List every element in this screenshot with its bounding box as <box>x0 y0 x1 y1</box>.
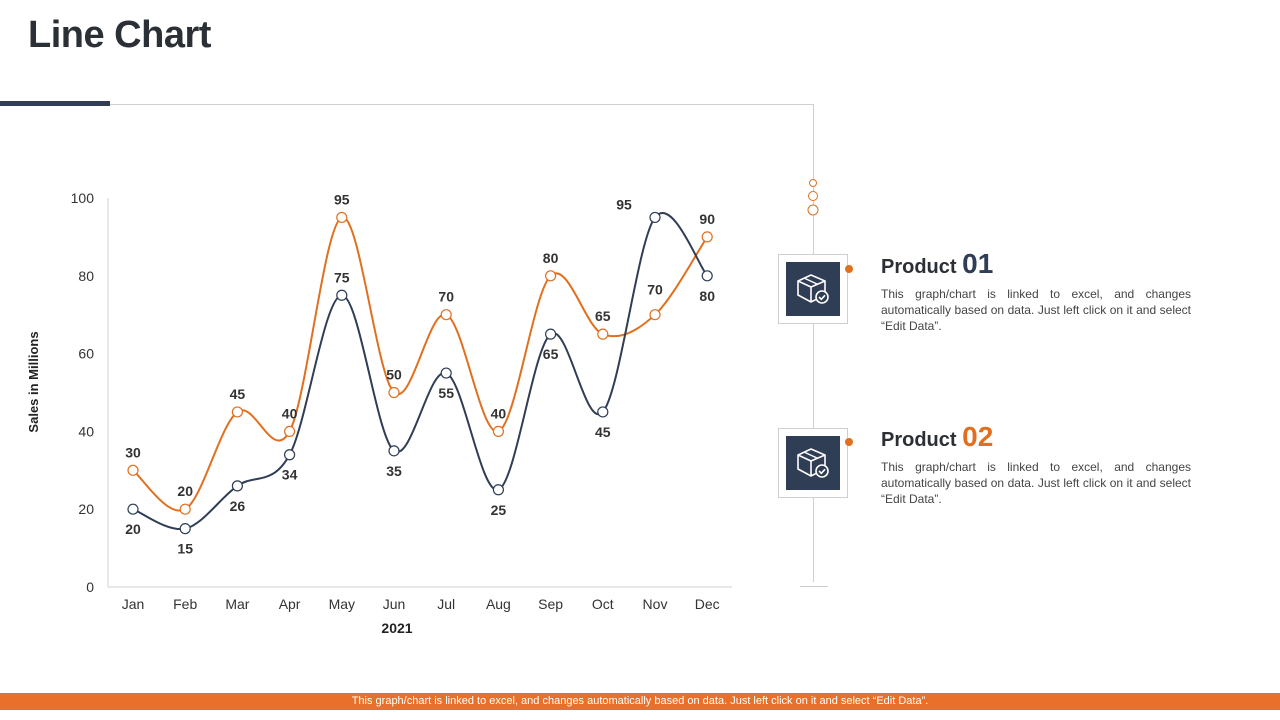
timeline-dot <box>808 191 818 201</box>
legend-number: 02 <box>962 421 994 452</box>
legend-icon-box-product-01 <box>778 254 848 324</box>
data-label: 95 <box>616 196 632 212</box>
data-label: 40 <box>282 405 298 421</box>
data-point <box>492 484 504 496</box>
data-label: 20 <box>177 483 193 499</box>
data-label: 55 <box>438 385 454 401</box>
data-point <box>179 503 191 515</box>
data-point <box>649 211 661 224</box>
data-point <box>127 464 139 476</box>
data-point <box>701 231 713 243</box>
data-label: 65 <box>543 346 559 362</box>
data-label: 95 <box>334 191 350 207</box>
data-point <box>597 328 609 340</box>
y-tick-label: 80 <box>78 268 94 284</box>
data-point <box>284 425 296 437</box>
title-divider <box>110 104 814 105</box>
timeline-dot <box>807 204 819 216</box>
y-axis-label: Sales in Millions <box>26 331 41 432</box>
data-point <box>231 406 243 418</box>
data-label: 30 <box>125 444 141 460</box>
data-point <box>492 425 504 437</box>
x-tick-label: Nov <box>643 596 668 612</box>
data-point <box>440 309 452 321</box>
x-tick-label: Jul <box>437 596 455 612</box>
legend-marker <box>845 265 853 273</box>
legend-number: 01 <box>962 248 994 279</box>
data-point <box>544 270 557 282</box>
legend-title-product-02: Product 02 <box>881 421 993 453</box>
data-label: 40 <box>491 405 507 421</box>
data-point <box>701 270 713 282</box>
data-label: 20 <box>125 521 141 537</box>
data-point <box>597 406 609 418</box>
data-label: 75 <box>334 269 350 285</box>
chart-axes <box>107 198 732 588</box>
box-check-icon <box>786 436 840 490</box>
data-point <box>440 367 452 379</box>
data-point <box>179 523 191 535</box>
y-tick-label: 40 <box>78 423 94 439</box>
data-point <box>388 445 400 457</box>
legend-marker <box>845 438 853 446</box>
x-tick-label: Dec <box>695 596 720 612</box>
x-axis-label: 2021 <box>381 620 412 636</box>
data-label: 35 <box>386 463 402 479</box>
x-tick-label: Sep <box>538 596 563 612</box>
data-label: 50 <box>386 367 402 383</box>
data-label: 70 <box>438 289 454 305</box>
data-label: 25 <box>491 502 507 518</box>
series-line <box>132 216 709 512</box>
footer-note: This graph/chart is linked to excel, and… <box>0 693 1280 710</box>
y-tick-label: 20 <box>78 501 94 517</box>
data-point <box>284 449 296 461</box>
x-tick-label: May <box>329 596 355 612</box>
data-point <box>336 289 348 301</box>
data-point <box>127 503 139 515</box>
chart-lines <box>132 212 709 531</box>
data-label: 80 <box>543 250 559 266</box>
y-tick-label: 0 <box>86 579 94 595</box>
y-tick-label: 60 <box>78 346 94 362</box>
series-line <box>132 212 708 531</box>
y-tick-label: 100 <box>71 190 95 206</box>
x-tick-label: Jun <box>383 596 406 612</box>
timeline-line <box>813 104 814 582</box>
legend-icon-box-product-02 <box>778 428 848 498</box>
data-point <box>336 211 348 224</box>
timeline-dot <box>809 179 817 187</box>
timeline-foot <box>800 586 828 587</box>
data-label: 70 <box>647 282 663 298</box>
title-accent-bar <box>0 101 110 106</box>
data-label: 45 <box>595 424 611 440</box>
data-point <box>544 328 557 340</box>
chart-data-labels: 30 20 45 40 95 50 70 40 80 65 70 90 20 15 26 34 75 35 55 25… <box>125 191 715 556</box>
data-label: 26 <box>230 498 246 514</box>
page-title: Line Chart <box>28 14 211 56</box>
data-label: 15 <box>177 541 193 557</box>
chart-ticks: 0 20 40 60 80 100 Jan Feb Mar Apr May Jun Jul Aug Sep O… <box>71 190 720 612</box>
legend-title-product-01: Product 01 <box>881 248 993 280</box>
data-label: 65 <box>595 308 611 324</box>
box-check-icon <box>786 262 840 316</box>
legend-prefix: Product <box>881 256 957 278</box>
data-point <box>649 309 661 321</box>
data-point <box>231 480 243 492</box>
x-tick-label: Aug <box>486 596 511 612</box>
data-label: 90 <box>699 211 715 227</box>
data-label: 80 <box>699 288 715 304</box>
data-label: 45 <box>230 386 246 402</box>
x-tick-label: Apr <box>279 596 301 612</box>
data-label: 34 <box>282 467 298 483</box>
legend-prefix: Product <box>881 429 957 451</box>
data-point <box>388 386 400 399</box>
chart-points <box>127 211 713 535</box>
legend-description-product-01: This graph/chart is linked to excel, and… <box>881 287 1191 333</box>
x-tick-label: Feb <box>173 596 197 612</box>
x-tick-label: Oct <box>592 596 614 612</box>
x-tick-label: Jan <box>122 596 145 612</box>
x-tick-label: Mar <box>225 596 249 612</box>
legend-description-product-02: This graph/chart is linked to excel, and… <box>881 460 1191 506</box>
